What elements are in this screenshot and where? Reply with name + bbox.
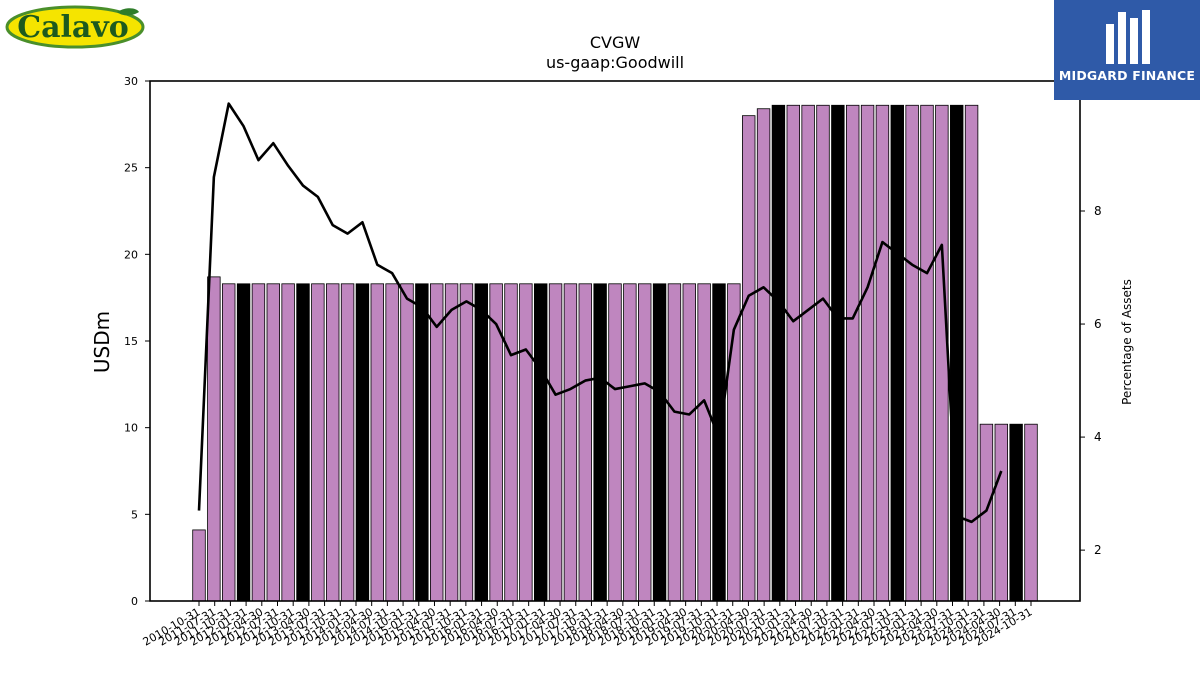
bar	[860, 104, 875, 602]
y-tick-label: 0	[131, 595, 138, 608]
bar	[935, 104, 949, 602]
y2-tick-label: 4	[1094, 430, 1102, 444]
bar	[920, 104, 934, 602]
bar	[474, 283, 488, 602]
pct-assets-line	[197, 102, 1003, 524]
bar	[340, 283, 355, 602]
bar	[801, 104, 815, 602]
y2-tick-label: 6	[1094, 317, 1102, 331]
bar	[623, 283, 637, 602]
calavo-logo-text: Calavo	[17, 10, 129, 45]
bar	[786, 104, 800, 602]
bar	[697, 283, 711, 602]
bar	[504, 283, 518, 602]
bar	[890, 104, 904, 602]
y2-axis-label: Percentage of Assets	[1120, 279, 1134, 405]
bar	[964, 104, 979, 602]
bar	[578, 283, 592, 602]
bar	[593, 283, 607, 602]
bar	[192, 529, 206, 602]
bar	[266, 283, 280, 602]
bar	[444, 283, 459, 602]
bar	[548, 283, 563, 602]
y2-tick-label: 2	[1094, 543, 1102, 557]
bar	[296, 283, 310, 602]
axes: 05101520253024682010-10-312011-07-312011…	[124, 75, 1102, 649]
y-tick-label: 15	[124, 335, 138, 348]
bar	[1024, 423, 1038, 602]
bar	[875, 104, 890, 602]
bar	[400, 283, 414, 602]
bar	[816, 104, 830, 602]
bar	[742, 115, 756, 602]
y-tick-label: 5	[131, 508, 138, 521]
bar	[236, 283, 251, 602]
y-tick-label: 20	[124, 248, 138, 261]
bar	[638, 283, 652, 602]
midgard-finance-logo-text: MIDGARD FINANCE	[1058, 68, 1196, 83]
bar	[370, 283, 384, 602]
bar	[281, 283, 295, 602]
bar	[771, 104, 786, 602]
midgard-emblem-icon	[1106, 10, 1150, 64]
bar	[311, 283, 325, 602]
bar	[326, 283, 340, 602]
bar	[459, 283, 474, 602]
bar	[415, 283, 429, 602]
chart-subtitle: us-gaap:Goodwill	[546, 53, 684, 72]
bar	[846, 104, 860, 602]
bar	[430, 283, 444, 602]
y-tick-label: 10	[124, 422, 138, 435]
bar-series	[192, 104, 1038, 602]
bar	[251, 283, 266, 602]
bar	[563, 283, 578, 602]
bar	[207, 276, 221, 602]
bar	[222, 283, 236, 602]
bar	[355, 283, 370, 602]
bar	[712, 283, 726, 602]
bar	[519, 283, 533, 602]
bar	[831, 104, 845, 602]
bar	[682, 283, 696, 602]
bar	[652, 283, 667, 602]
calavo-logo: Calavo	[5, 4, 145, 50]
chart-title: CVGW	[590, 33, 641, 52]
bar	[385, 283, 399, 602]
y-axis-label: USDm	[90, 311, 114, 373]
bar	[608, 283, 622, 602]
bar	[950, 104, 964, 602]
bar	[1009, 423, 1023, 602]
y-tick-label: 30	[124, 75, 138, 88]
bar	[756, 108, 771, 602]
y2-tick-label: 8	[1094, 204, 1102, 218]
bar	[534, 283, 548, 602]
midgard-finance-logo: MIDGARD FINANCE	[1054, 0, 1200, 100]
bar	[667, 283, 682, 602]
line-series	[197, 102, 1003, 524]
bar	[905, 104, 919, 602]
y-tick-label: 25	[124, 162, 138, 175]
bar	[994, 423, 1008, 602]
